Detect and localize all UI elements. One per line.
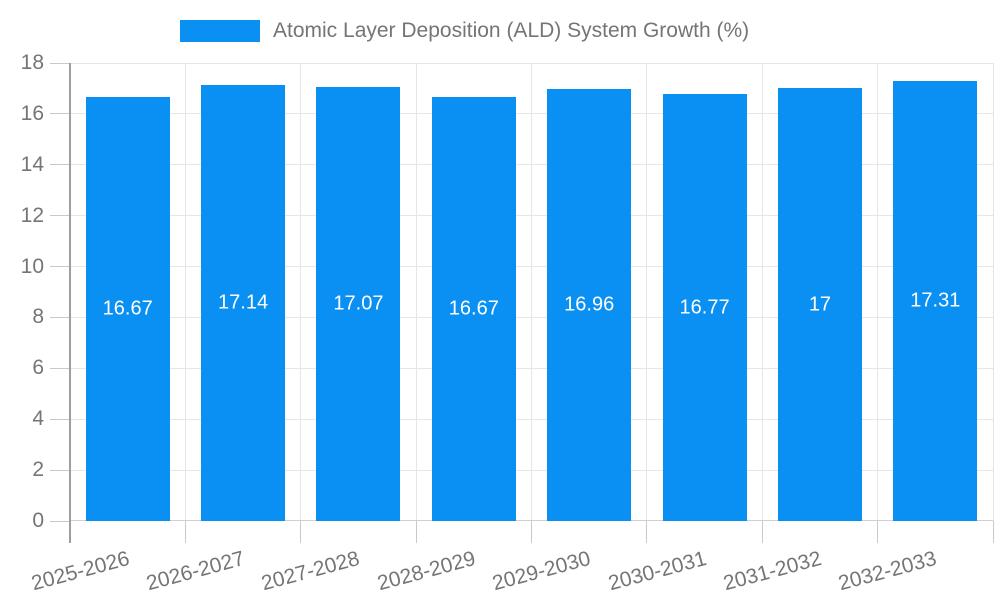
- y-axis-tick-label: 12: [20, 203, 44, 227]
- x-axis-tick: [646, 521, 648, 543]
- y-axis-tick: [50, 266, 70, 268]
- x-axis-tick: [877, 521, 879, 543]
- x-axis-tick: [300, 521, 302, 543]
- bar-2028-2029[interactable]: 16.67: [431, 96, 516, 521]
- x-axis-tick: [415, 521, 417, 543]
- x-axis-tick: [184, 521, 186, 543]
- bar-2031-2032[interactable]: 17: [777, 88, 862, 521]
- y-axis-tick-label: 6: [32, 356, 44, 380]
- x-axis-line: [70, 520, 993, 521]
- bar-value-label: 16.67: [448, 297, 499, 320]
- y-axis-tick: [50, 520, 70, 522]
- bar-value-label: 16.67: [102, 297, 153, 320]
- x-gridline: [531, 63, 532, 521]
- y-axis-tick: [50, 418, 70, 420]
- y-axis-line: [69, 63, 71, 543]
- y-axis-tick: [50, 113, 70, 115]
- bar-2032-2033[interactable]: 17.31: [893, 80, 978, 521]
- x-gridline: [415, 63, 417, 521]
- y-axis-tick-label: 2: [32, 458, 44, 482]
- x-gridline: [877, 63, 879, 521]
- bar-value-label: 16.96: [564, 293, 615, 316]
- y-axis-tick-label: 4: [32, 407, 44, 431]
- x-axis-tick: [992, 521, 994, 543]
- y-axis-tick: [50, 469, 70, 471]
- bar-2027-2028[interactable]: 17.07: [316, 86, 401, 521]
- legend-swatch: [180, 20, 260, 42]
- y-axis-tick-label: 8: [32, 305, 44, 329]
- x-axis-tick: [761, 521, 763, 543]
- x-gridline: [992, 63, 994, 521]
- y-axis-tick: [50, 316, 70, 318]
- bar-value-label: 17: [808, 293, 832, 316]
- y-axis-tick: [50, 164, 70, 166]
- legend-label: Atomic Layer Deposition (ALD) System Gro…: [273, 19, 750, 42]
- bar-value-label: 17.31: [910, 289, 961, 312]
- y-axis-tick: [50, 367, 70, 369]
- x-gridline: [646, 63, 648, 521]
- bar-2025-2026[interactable]: 16.67: [85, 96, 170, 521]
- legend[interactable]: Atomic Layer Deposition (ALD) System Gro…: [180, 19, 749, 43]
- y-axis-tick-label: 10: [20, 254, 44, 278]
- bar-2029-2030[interactable]: 16.96: [547, 89, 632, 521]
- y-axis-tick: [50, 215, 70, 217]
- bar-value-label: 16.77: [679, 296, 730, 319]
- y-axis-tick-label: 14: [20, 152, 44, 176]
- x-axis-tick: [531, 521, 532, 543]
- bar-value-label: 17.14: [218, 291, 269, 314]
- bar-value-label: 17.07: [333, 292, 384, 315]
- y-axis-tick-label: 16: [20, 101, 44, 125]
- x-gridline: [300, 63, 302, 521]
- y-axis-tick: [50, 62, 70, 64]
- bar-2026-2027[interactable]: 17.14: [201, 84, 286, 521]
- y-axis-tick-label: 18: [20, 51, 44, 74]
- bar-2030-2031[interactable]: 16.77: [662, 94, 747, 521]
- x-gridline: [184, 63, 186, 521]
- plot-area: 0 2 4 6 8 10 12 14 16 18 16.67 17.14 17.07 16.67 16.96…: [21, 51, 994, 595]
- x-gridline: [761, 63, 763, 521]
- y-axis-tick-label: 0: [32, 509, 44, 532]
